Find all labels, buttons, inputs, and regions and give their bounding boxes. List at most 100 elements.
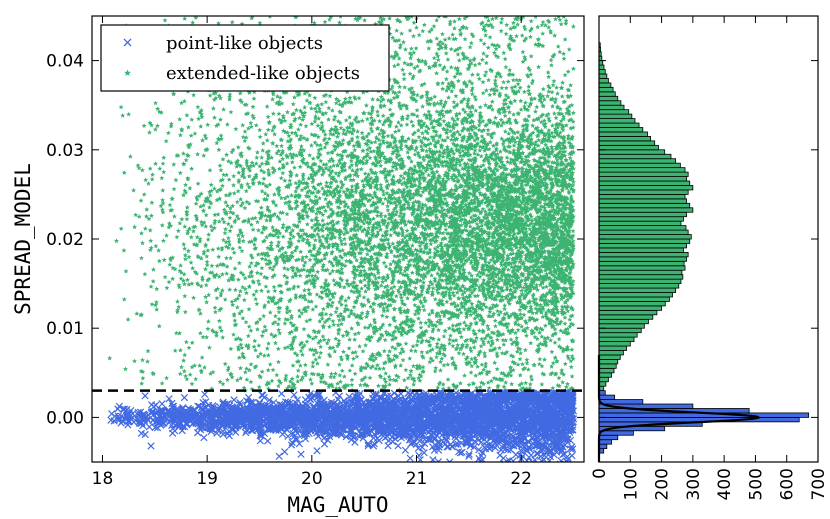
hist-x-tick-label: 500 — [746, 468, 766, 500]
extended-histogram-bar — [599, 376, 609, 383]
y-tick-label: 0.04 — [46, 52, 84, 72]
histogram-y-axis — [599, 60, 818, 418]
point-histogram-bar — [599, 394, 616, 400]
hist-x-tick-label: 600 — [778, 468, 798, 500]
extended-histogram-bar — [599, 345, 627, 351]
extended-histogram-bar — [599, 350, 624, 356]
extended-histogram-bar — [599, 202, 691, 209]
extended-like-star-markers — [107, 16, 576, 393]
extended-histogram-bar — [599, 274, 684, 280]
extended-histogram-bar — [599, 95, 619, 102]
extended-histogram-bar — [599, 327, 642, 334]
legend: point-like objects extended-like objects — [100, 24, 390, 92]
point-histogram-bar — [599, 390, 606, 396]
extended-histogram-bar — [599, 314, 654, 320]
x-tick-label: 21 — [406, 469, 428, 489]
scatter-panel: 18 19 20 21 22 0.00 0.01 0.02 0.03 0.04 MAG_AUTO… — [11, 15, 585, 517]
legend-star-icon — [124, 69, 131, 76]
x-tick-label: 19 — [196, 469, 218, 489]
hist-x-tick-label: 300 — [684, 468, 704, 500]
hist-x-tick-label: 100 — [621, 468, 641, 500]
extended-histogram-bar — [599, 283, 680, 289]
extended-histogram-bar — [599, 193, 686, 200]
extended-histogram-bar — [599, 144, 659, 151]
extended-histogram-bar — [599, 229, 689, 235]
extended-histogram-bar — [599, 109, 630, 115]
extended-histogram-bar — [599, 278, 682, 285]
extended-histogram-bar — [599, 136, 652, 142]
extended-histogram-bar — [599, 180, 691, 186]
extended-histogram-bar — [599, 372, 612, 378]
legend-marker-point-like — [123, 38, 132, 47]
extended-histogram-bar — [599, 354, 621, 360]
y-axis-title: SPREAD_MODEL — [11, 163, 35, 315]
histogram-bars-layer — [599, 42, 810, 454]
extended-histogram-bar — [599, 176, 687, 182]
extended-histogram-bar — [599, 367, 615, 374]
x-tick-label: 18 — [92, 469, 114, 489]
extended-histogram-bar — [599, 86, 614, 93]
legend-label-point-like: point-like objects — [166, 33, 323, 54]
extended-histogram-bar — [599, 207, 694, 213]
extended-histogram-bar — [599, 220, 682, 227]
extended-histogram-bar — [599, 73, 608, 79]
extended-histogram-bar — [599, 189, 689, 195]
extended-histogram-bar — [599, 238, 691, 244]
point-histogram-bar — [599, 399, 644, 405]
legend-cross-icon — [123, 38, 132, 47]
extended-histogram-bar — [599, 118, 636, 124]
extended-histogram-bar — [599, 301, 666, 307]
point-histogram-bar — [599, 430, 634, 436]
extended-histogram-bar — [599, 158, 677, 164]
extended-histogram-bar — [599, 122, 640, 128]
hist-x-tick-label: 200 — [653, 468, 673, 500]
extended-histogram-bar — [599, 243, 687, 249]
extended-histogram-bar — [599, 336, 635, 342]
extended-histogram-bar — [599, 42, 601, 48]
hist-x-tick-label: 700 — [809, 468, 829, 500]
legend-marker-extended-like — [124, 69, 131, 76]
extended-histogram-bar — [599, 256, 687, 262]
extended-histogram-bar — [599, 162, 681, 169]
extended-histogram-bar — [599, 153, 672, 160]
extended-histogram-bar — [599, 265, 686, 271]
extended-histogram-bar — [599, 309, 658, 316]
extended-histogram-bar — [599, 78, 609, 84]
extended-histogram-bar — [599, 91, 616, 97]
extended-histogram-bar — [599, 332, 638, 338]
x-tick-label: 22 — [510, 469, 532, 489]
point-histogram-bar — [599, 443, 608, 450]
extended-histogram-bar — [599, 341, 631, 347]
extended-histogram-bar — [599, 363, 617, 369]
extended-histogram-bar — [599, 287, 677, 293]
extended-histogram-bar — [599, 140, 656, 146]
y-tick-label: 0.03 — [46, 141, 84, 161]
legend-label-extended-like: extended-like objects — [166, 63, 360, 84]
extended-histogram-bar — [599, 318, 649, 325]
extended-histogram-bar — [599, 104, 625, 111]
extended-histogram-bar — [599, 359, 619, 365]
point-histogram-bar — [599, 403, 694, 409]
extended-histogram-bar — [599, 82, 612, 88]
extended-histogram-bar — [599, 64, 605, 70]
extended-histogram-bar — [599, 269, 683, 276]
extended-histogram-bar — [599, 247, 684, 253]
extended-histogram-bar — [599, 149, 666, 155]
extended-histogram-bar — [599, 198, 687, 204]
extended-histogram-bar — [599, 292, 673, 298]
extended-histogram-bar — [599, 296, 670, 302]
y-tick-label: 0.02 — [46, 230, 84, 250]
extended-histogram-bar — [599, 127, 644, 133]
extended-histogram-bar — [599, 167, 686, 173]
extended-histogram-bar — [599, 251, 689, 258]
extended-histogram-bar — [599, 69, 606, 75]
extended-histogram-bar — [599, 234, 692, 240]
x-axis-title: MAG_AUTO — [287, 493, 388, 517]
extended-histogram-bar — [599, 113, 633, 119]
extended-histogram-bar — [599, 216, 684, 222]
point-histogram-bar — [599, 434, 619, 441]
point-histogram-bar — [599, 439, 612, 445]
extended-histogram-bar — [599, 211, 687, 218]
extended-histogram-bar — [599, 260, 685, 267]
scatter-points-layer — [107, 16, 578, 462]
